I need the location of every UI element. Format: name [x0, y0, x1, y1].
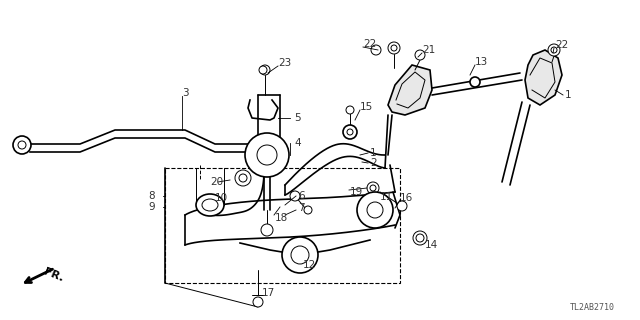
Text: 20: 20	[210, 177, 223, 187]
Text: 23: 23	[278, 58, 291, 68]
Text: 12: 12	[303, 260, 316, 270]
Text: 4: 4	[294, 138, 301, 148]
Text: 16: 16	[400, 193, 413, 203]
Circle shape	[371, 45, 381, 55]
Circle shape	[235, 170, 251, 186]
Text: 6: 6	[298, 191, 305, 201]
Circle shape	[253, 297, 263, 307]
Circle shape	[259, 66, 267, 74]
Text: 1: 1	[370, 148, 376, 158]
Circle shape	[551, 47, 557, 53]
Text: 19: 19	[350, 187, 364, 197]
Text: 2: 2	[370, 158, 376, 168]
Polygon shape	[388, 65, 432, 115]
Circle shape	[261, 224, 273, 236]
Text: 21: 21	[422, 45, 435, 55]
Text: TL2AB2710: TL2AB2710	[570, 303, 615, 312]
Text: 1: 1	[565, 90, 572, 100]
Ellipse shape	[196, 194, 224, 216]
Circle shape	[347, 129, 353, 135]
Text: 11: 11	[380, 192, 393, 202]
Text: 8: 8	[148, 191, 155, 201]
Text: 7: 7	[298, 203, 305, 213]
Text: FR.: FR.	[42, 267, 65, 284]
Text: 3: 3	[182, 88, 189, 98]
Text: 10: 10	[215, 193, 228, 203]
Text: 13: 13	[475, 57, 488, 67]
Circle shape	[367, 202, 383, 218]
Circle shape	[391, 45, 397, 51]
Circle shape	[370, 185, 376, 191]
Circle shape	[548, 44, 560, 56]
Circle shape	[388, 42, 400, 54]
Circle shape	[291, 246, 309, 264]
Circle shape	[470, 77, 480, 87]
Circle shape	[367, 182, 379, 194]
Ellipse shape	[202, 199, 218, 211]
Circle shape	[413, 231, 427, 245]
Text: 17: 17	[262, 288, 275, 298]
Circle shape	[357, 192, 393, 228]
Circle shape	[18, 141, 26, 149]
Circle shape	[282, 237, 318, 273]
Text: 22: 22	[555, 40, 568, 50]
Circle shape	[416, 234, 424, 242]
Bar	[165, 168, 400, 283]
Circle shape	[245, 133, 289, 177]
Text: 5: 5	[294, 113, 301, 123]
Text: 15: 15	[360, 102, 373, 112]
Circle shape	[346, 106, 354, 114]
Circle shape	[415, 50, 425, 60]
Text: 18: 18	[275, 213, 288, 223]
Circle shape	[260, 65, 270, 75]
Circle shape	[257, 145, 277, 165]
Circle shape	[304, 206, 312, 214]
Text: 14: 14	[425, 240, 438, 250]
Circle shape	[290, 191, 300, 201]
Circle shape	[13, 136, 31, 154]
Text: 9: 9	[148, 202, 155, 212]
Circle shape	[397, 201, 407, 211]
Circle shape	[239, 174, 247, 182]
Text: 22: 22	[363, 39, 376, 49]
Circle shape	[343, 125, 357, 139]
Polygon shape	[525, 50, 562, 105]
